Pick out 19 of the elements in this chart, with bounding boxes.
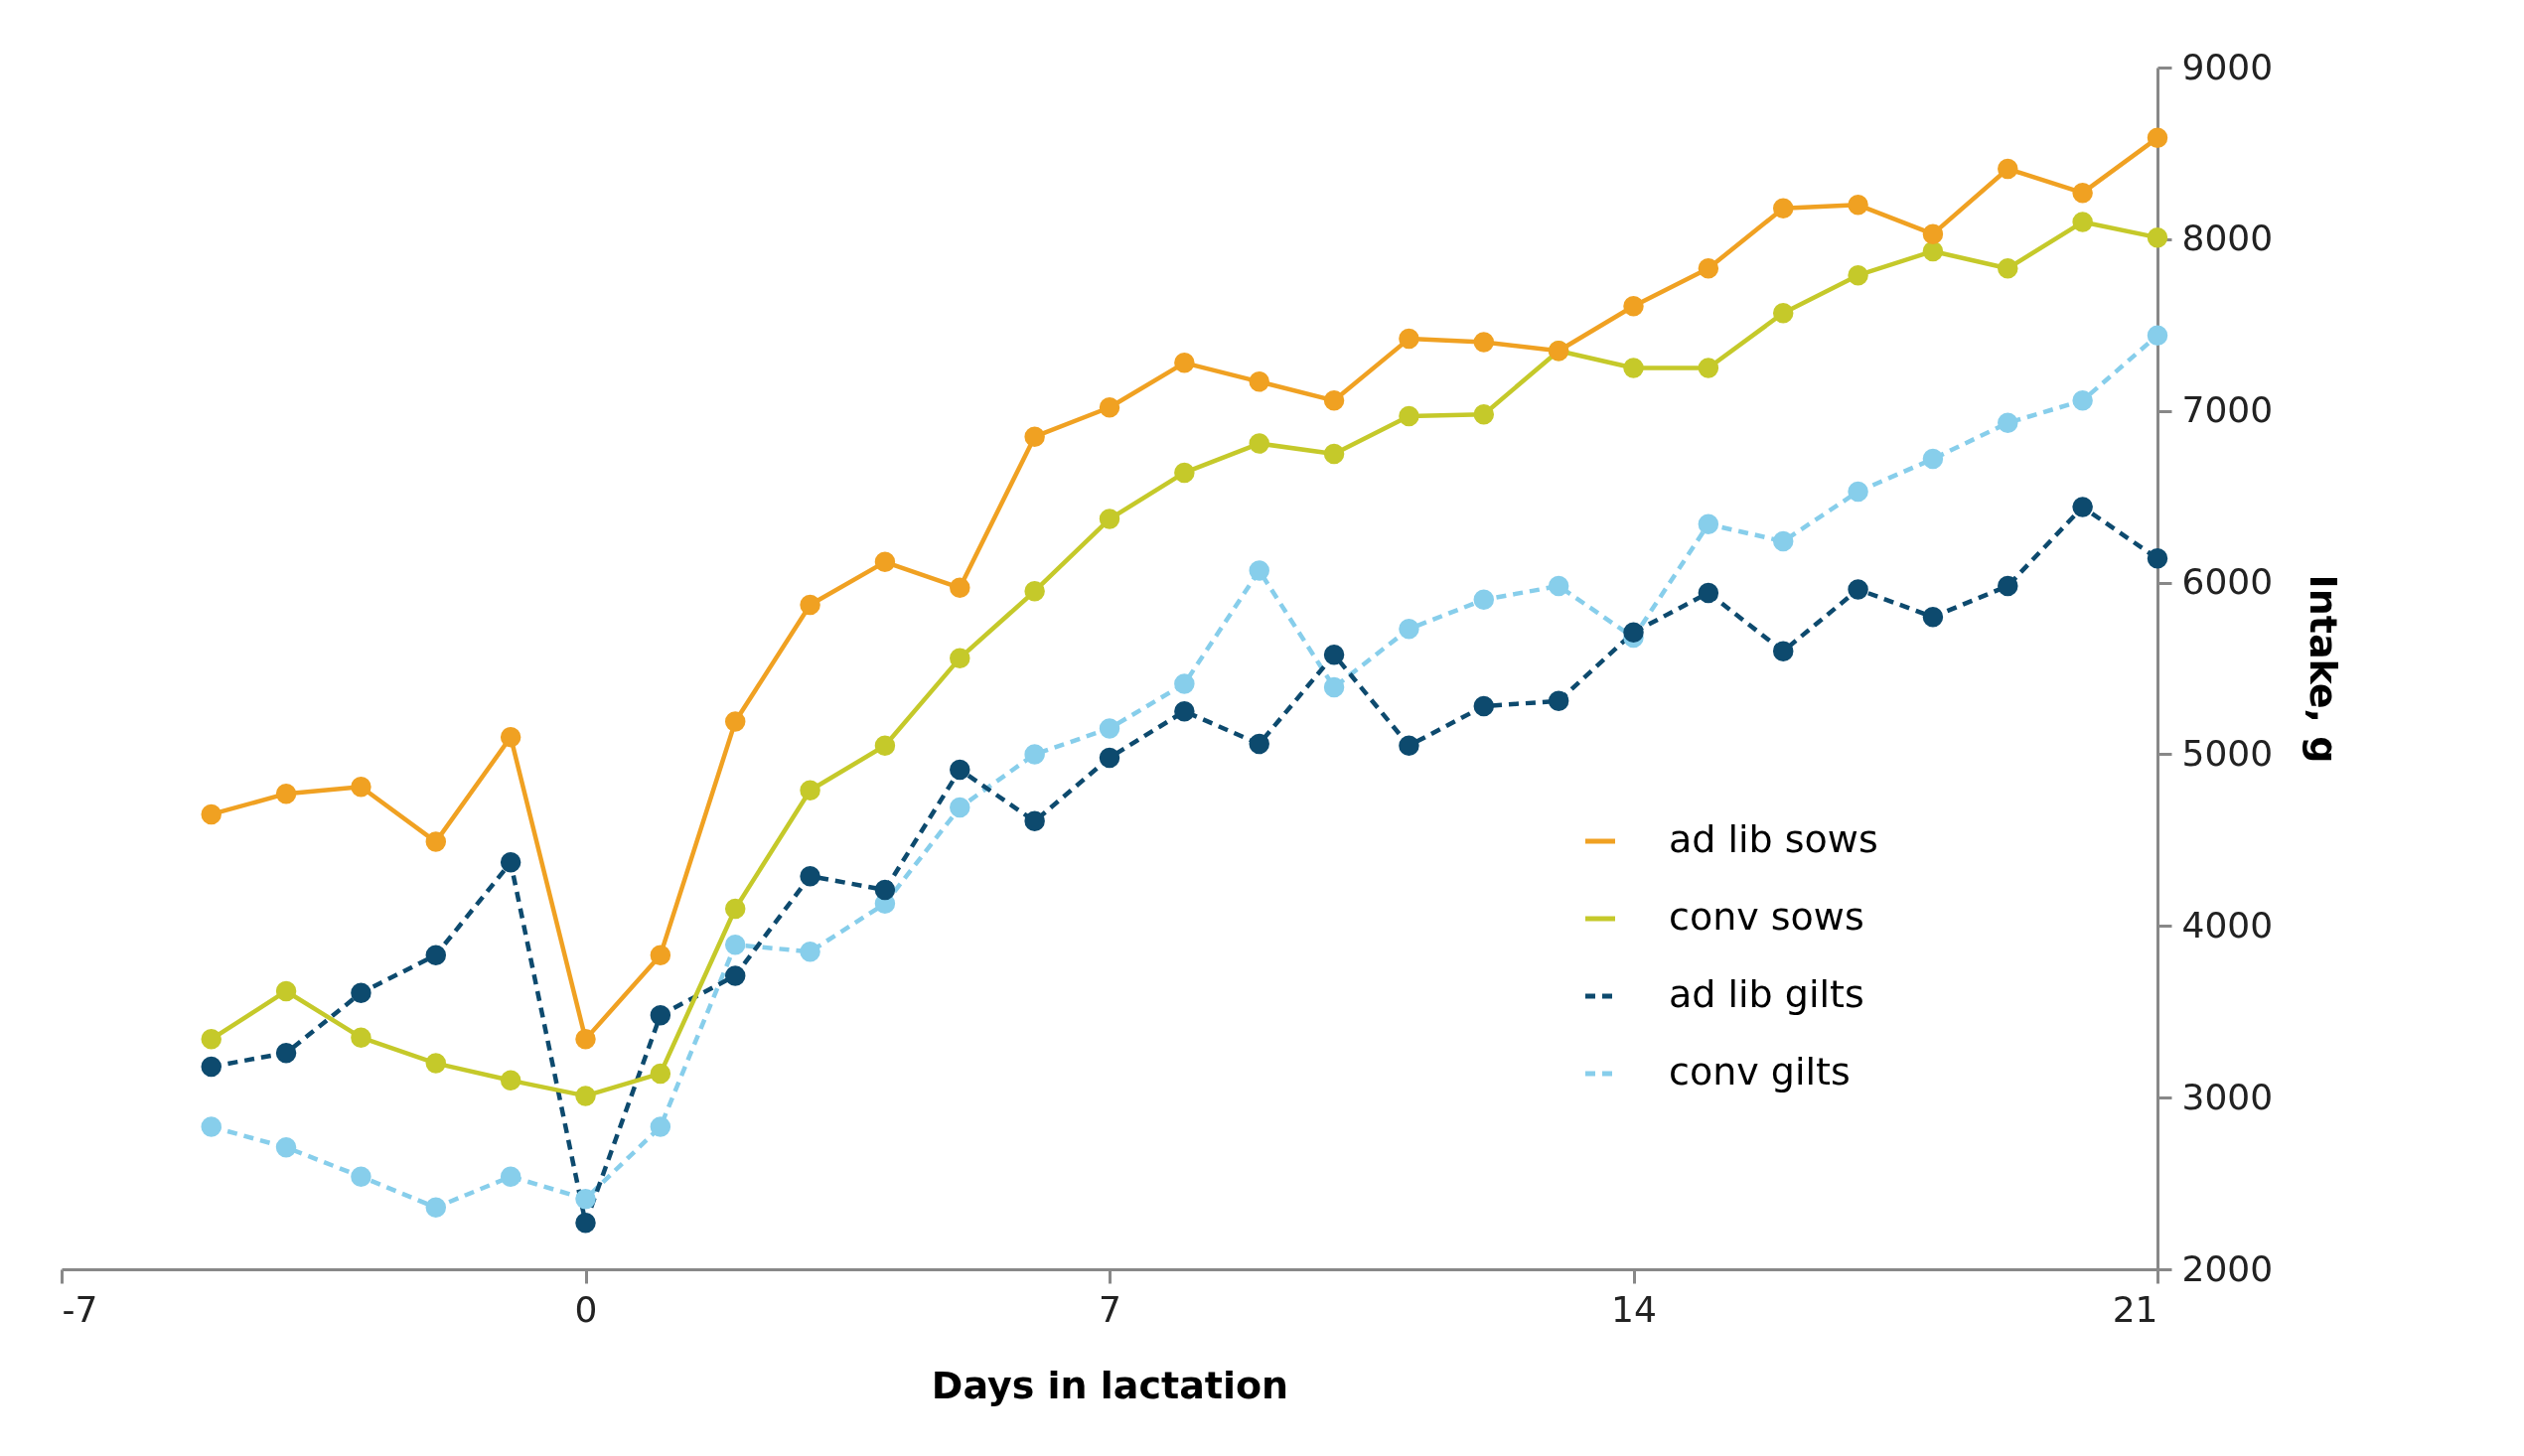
y-tick-label: 2000	[2181, 1247, 2274, 1289]
legend-label: conv gilts	[1669, 1050, 1851, 1093]
y-tick-label: 4000	[2181, 904, 2274, 946]
y-axis-title: Intake, g	[2301, 574, 2346, 764]
y-tick-label: 8000	[2181, 218, 2274, 259]
x-axis-title: Days in lactation	[931, 1363, 1289, 1407]
y-tick-label: 6000	[2181, 561, 2274, 603]
x-tick-label: 14	[1611, 1288, 1657, 1330]
x-tick-label: -7	[62, 1288, 98, 1330]
x-tick-label: 0	[574, 1288, 598, 1330]
y-tick-label: 3000	[2181, 1076, 2274, 1117]
y-tick-label: 7000	[2181, 389, 2274, 431]
legend-label: conv sows	[1669, 895, 1864, 939]
y-tick-label: 9000	[2181, 46, 2274, 87]
y-tick-label: 5000	[2181, 732, 2274, 774]
legend-label: ad lib gilts	[1669, 972, 1864, 1016]
legend-label: ad lib sows	[1669, 817, 1878, 861]
x-tick-label: 21	[2112, 1288, 2158, 1330]
x-tick-label: 7	[1099, 1288, 1121, 1330]
